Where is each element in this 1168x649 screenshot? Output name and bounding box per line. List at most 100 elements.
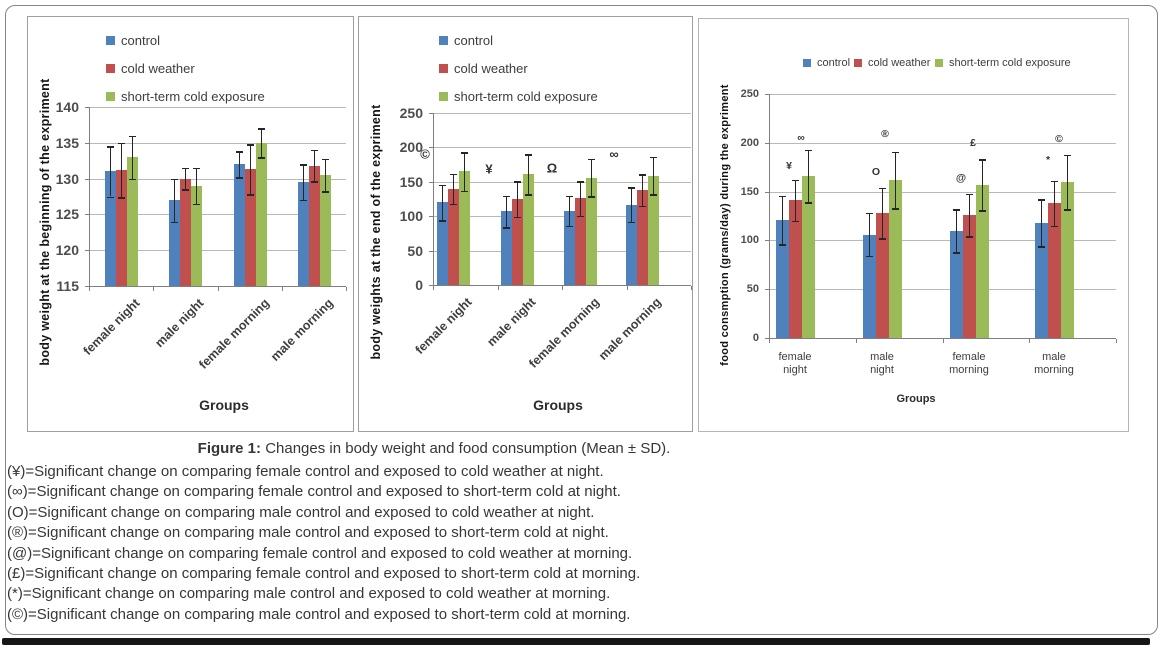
category-label: male morning xyxy=(268,296,336,364)
significance-symbol: O xyxy=(871,166,881,179)
gridline xyxy=(769,240,1116,242)
x-tick xyxy=(346,287,347,291)
bar-short-term-cold-exposure xyxy=(319,175,331,286)
significance-symbol: ∞ xyxy=(609,146,619,162)
error-bar-line xyxy=(882,187,884,239)
legend-item: control xyxy=(106,33,160,48)
error-bar-cap xyxy=(117,197,125,199)
legend-item: short-term cold exposure xyxy=(439,89,598,104)
legend-swatch xyxy=(106,64,115,73)
y-tick-label: 100 xyxy=(399,208,423,225)
error-bar-line xyxy=(132,135,134,179)
error-bar-line xyxy=(580,181,582,216)
error-bar-line xyxy=(121,142,123,198)
y-tick-label: 115 xyxy=(56,278,79,294)
error-bar-line xyxy=(795,179,797,221)
error-bar-line xyxy=(314,149,316,182)
y-tick xyxy=(85,142,89,144)
legend-item: cold weather xyxy=(106,61,195,76)
footnote-line: (®)=Significant change on comparing male… xyxy=(7,524,609,542)
error-bar-line xyxy=(110,146,112,197)
y-tick-label: 150 xyxy=(740,185,759,198)
y-tick-label: 0 xyxy=(415,277,423,293)
error-bar-line xyxy=(956,209,958,253)
bar-control xyxy=(563,210,575,285)
error-bar-cap xyxy=(192,167,200,170)
error-bar-line xyxy=(464,152,466,191)
bottom-divider-bar xyxy=(2,638,1150,645)
error-bar-cap xyxy=(310,181,318,183)
error-bar-cap xyxy=(878,238,886,240)
y-tick xyxy=(765,338,769,339)
x-axis-line xyxy=(769,338,1116,339)
bar-control xyxy=(625,204,637,285)
category-label: female night xyxy=(80,296,143,358)
error-bar-cap xyxy=(565,225,573,228)
x-tick xyxy=(562,286,563,290)
significance-symbol: @ xyxy=(955,171,967,184)
error-bar-line xyxy=(869,213,871,256)
error-bar-cap xyxy=(513,216,521,219)
error-bar-cap xyxy=(1037,246,1045,248)
error-bar-cap xyxy=(978,159,986,161)
error-bar-cap xyxy=(117,142,125,145)
gridline xyxy=(769,94,1116,95)
bar-cold-weather xyxy=(962,215,976,338)
error-bar-cap xyxy=(627,187,635,189)
error-bar-cap xyxy=(778,195,786,197)
error-bar-cap xyxy=(649,194,657,196)
bar-control xyxy=(949,230,963,338)
error-bar-cap xyxy=(246,144,254,146)
chart-panel-body-weight-end: 0 50 100 150 200 250 © ¥ Ω ∞ female night male nigh… xyxy=(358,16,693,432)
y-tick xyxy=(429,250,433,252)
error-bar-line xyxy=(261,128,263,158)
gridline xyxy=(769,191,1116,193)
bar-cold-weather xyxy=(1047,203,1061,338)
x-tick xyxy=(217,287,219,291)
error-bar-cap xyxy=(524,194,532,196)
error-bar-cap xyxy=(865,213,873,215)
error-bar-cap xyxy=(965,193,973,195)
legend-swatch xyxy=(439,64,448,73)
legend-label: cold weather xyxy=(454,61,528,76)
y-tick xyxy=(85,178,89,180)
y-axis-line xyxy=(433,113,434,285)
error-bar-cap xyxy=(791,179,799,182)
error-bar-cap xyxy=(576,215,584,217)
error-bar-cap xyxy=(257,128,265,130)
legend-label: short-term cold exposure xyxy=(949,57,1071,69)
error-bar-cap xyxy=(587,196,595,198)
bar-cold-weather xyxy=(788,200,802,338)
error-bar-line xyxy=(569,195,571,226)
error-bar-cap xyxy=(965,236,973,238)
bar-control xyxy=(168,200,180,286)
y-tick xyxy=(429,216,433,218)
category-label: male night xyxy=(484,295,539,350)
significance-symbol: ∞ xyxy=(797,131,805,144)
error-bar-cap xyxy=(638,205,646,208)
bar-control xyxy=(1034,222,1048,338)
error-bar-cap xyxy=(891,208,899,210)
y-tick-label: 140 xyxy=(55,99,79,115)
error-bar-line xyxy=(453,173,455,204)
y-tick xyxy=(429,147,433,149)
legend-swatch xyxy=(106,36,115,45)
bar-cold-weather xyxy=(447,188,459,285)
error-bar-cap xyxy=(128,178,136,180)
legend-item: control xyxy=(803,57,850,69)
bar-control xyxy=(104,171,116,286)
y-tick xyxy=(765,191,769,193)
error-bar-cap xyxy=(1063,209,1071,211)
x-tick xyxy=(433,286,434,290)
x-tick xyxy=(626,286,628,290)
error-bar-cap xyxy=(321,191,329,193)
error-bar-cap xyxy=(1063,154,1071,156)
error-bar-cap xyxy=(952,252,960,254)
y-tick-label: 120 xyxy=(55,242,79,259)
bar-cold-weather xyxy=(179,178,191,286)
gridline xyxy=(433,181,691,183)
y-tick-label: 50 xyxy=(746,283,759,296)
y-tick xyxy=(85,286,89,287)
error-bar-cap xyxy=(891,151,899,153)
error-bar-cap xyxy=(310,149,318,152)
